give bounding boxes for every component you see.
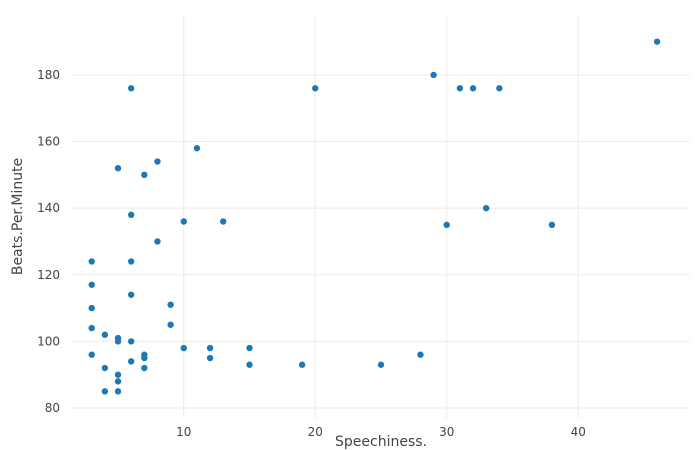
scatter-point [417, 351, 424, 358]
data-points [88, 38, 661, 395]
scatter-point [443, 221, 450, 229]
scatter-point [377, 361, 385, 368]
scatter-point [141, 364, 148, 372]
y-tick-label: 100 [37, 334, 60, 348]
scatter-point [88, 258, 95, 265]
scatter-point [88, 351, 95, 358]
y-axis-title: Beats.Per.Minute [10, 158, 26, 275]
scatter-point [193, 145, 201, 152]
scatter-point [127, 338, 135, 345]
y-tick-label: 120 [37, 268, 60, 282]
y-tick-label: 140 [37, 201, 60, 215]
scatter-point [246, 344, 253, 352]
scatter-point [167, 321, 174, 328]
scatter-point [298, 361, 306, 368]
scatter-point [430, 71, 437, 79]
x-axis-title: Speechiness. [335, 434, 427, 450]
scatter-point [206, 344, 214, 352]
scatter-point [101, 388, 109, 395]
scatter-point [101, 331, 109, 338]
y-tick-label: 160 [37, 135, 60, 149]
scatter-point [220, 218, 227, 225]
scatter-point [127, 211, 135, 219]
scatter-point [114, 338, 122, 345]
scatter-point [114, 378, 122, 385]
scatter-point [127, 291, 135, 298]
x-tick-label: 10 [176, 425, 191, 439]
scatter-point [88, 324, 95, 332]
scatter-point [88, 304, 95, 312]
scatter-point [141, 354, 148, 362]
scatter-point [180, 344, 187, 352]
scatter-point [206, 354, 214, 362]
y-tick-label: 80 [45, 401, 60, 415]
x-tick-label: 30 [439, 425, 454, 439]
scatter-point [456, 85, 464, 92]
scatter-point [127, 85, 135, 92]
x-tick-label: 40 [571, 425, 586, 439]
scatter-point [246, 361, 253, 368]
scatter-point [469, 85, 477, 92]
scatter-point [548, 221, 556, 229]
scatter-point [141, 171, 148, 179]
x-tick-label: 20 [308, 425, 323, 439]
scatter-point [653, 38, 661, 45]
scatter-point [180, 218, 187, 225]
scatter-point [114, 165, 122, 172]
tick-labels: 10 20 30 40 80 100 120 140 160 180 [37, 68, 586, 439]
scatter-point [127, 358, 135, 365]
scatter-point [312, 85, 319, 92]
scatter-point [482, 204, 490, 212]
scatter-point [114, 388, 122, 395]
scatter-point [154, 158, 161, 165]
grid-lines [72, 15, 690, 418]
scatter-point [101, 364, 109, 372]
scatter-point [114, 371, 122, 378]
y-tick-label: 180 [37, 68, 60, 82]
scatter-point [88, 281, 95, 288]
scatter-point [496, 85, 503, 92]
scatter-point [167, 301, 174, 308]
scatter-point [127, 258, 135, 265]
scatter-point [154, 238, 161, 245]
